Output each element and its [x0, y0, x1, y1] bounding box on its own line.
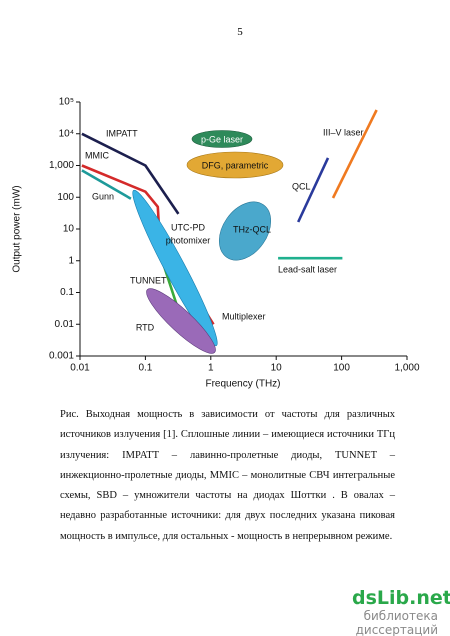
y-tick-label: 10 [63, 224, 75, 235]
x-axis-label: Frequency (THz) [205, 379, 280, 390]
series-label: TUNNET [130, 275, 167, 285]
series-label: Gunn [92, 191, 114, 201]
watermark-site: dsLib.net [352, 587, 450, 609]
rtd-region [146, 288, 216, 354]
y-axis-label: Output power (mW) [12, 185, 23, 272]
y-tick-label: 10⁵ [59, 97, 74, 108]
series-line [81, 169, 132, 200]
series-line [331, 109, 378, 199]
annotation: Multiplexer [222, 311, 266, 321]
series-label: MMIC [85, 150, 109, 160]
y-tick-label: 0.001 [49, 351, 74, 362]
annotation: DFG, parametric [202, 160, 269, 170]
watermark-subtitle: библиотека диссертаций [355, 609, 438, 636]
series-label: QCL [292, 181, 311, 191]
x-tick-label: 0.01 [70, 363, 90, 374]
x-tick-label: 1 [208, 363, 214, 374]
page-number: 5 [237, 26, 243, 38]
series-label: Lead-salt laser [278, 264, 337, 274]
y-tick-label: 100 [57, 192, 74, 203]
annotation: photomixer [166, 235, 211, 245]
y-tick-label: 0.01 [55, 319, 75, 330]
p-ge-region [191, 130, 253, 148]
x-tick-label: 100 [333, 363, 350, 374]
utc-pd-region [132, 189, 218, 347]
series-line [297, 157, 330, 223]
chart: Output power (mW) Frequency (THz) 0.0010… [12, 97, 420, 390]
regions: p-Ge laser DFG, parametric THz-QCL UTC-P… [132, 130, 284, 354]
thz-qcl-region [218, 201, 272, 261]
x-tick-label: 1,000 [394, 363, 419, 374]
series-line [81, 132, 180, 215]
annotation: THz-QCL [233, 224, 271, 234]
series-label: IMPATT [106, 128, 138, 138]
dfg-region [186, 151, 284, 179]
annotation: RTD [136, 322, 155, 332]
y-tick-label: 0.1 [60, 287, 74, 298]
caption: Рис. Выходная мощность в зависимости от … [60, 409, 395, 542]
y-tick-label: 10⁴ [59, 128, 74, 139]
annotation: p-Ge laser [201, 134, 243, 144]
y-tick-label: 1 [68, 255, 74, 266]
x-tick-label: 0.1 [138, 363, 152, 374]
series-label: III–V laser [323, 127, 364, 137]
x-tick-label: 10 [271, 363, 283, 374]
annotation: UTC-PD [171, 222, 205, 232]
y-tick-label: 1,000 [49, 160, 74, 171]
